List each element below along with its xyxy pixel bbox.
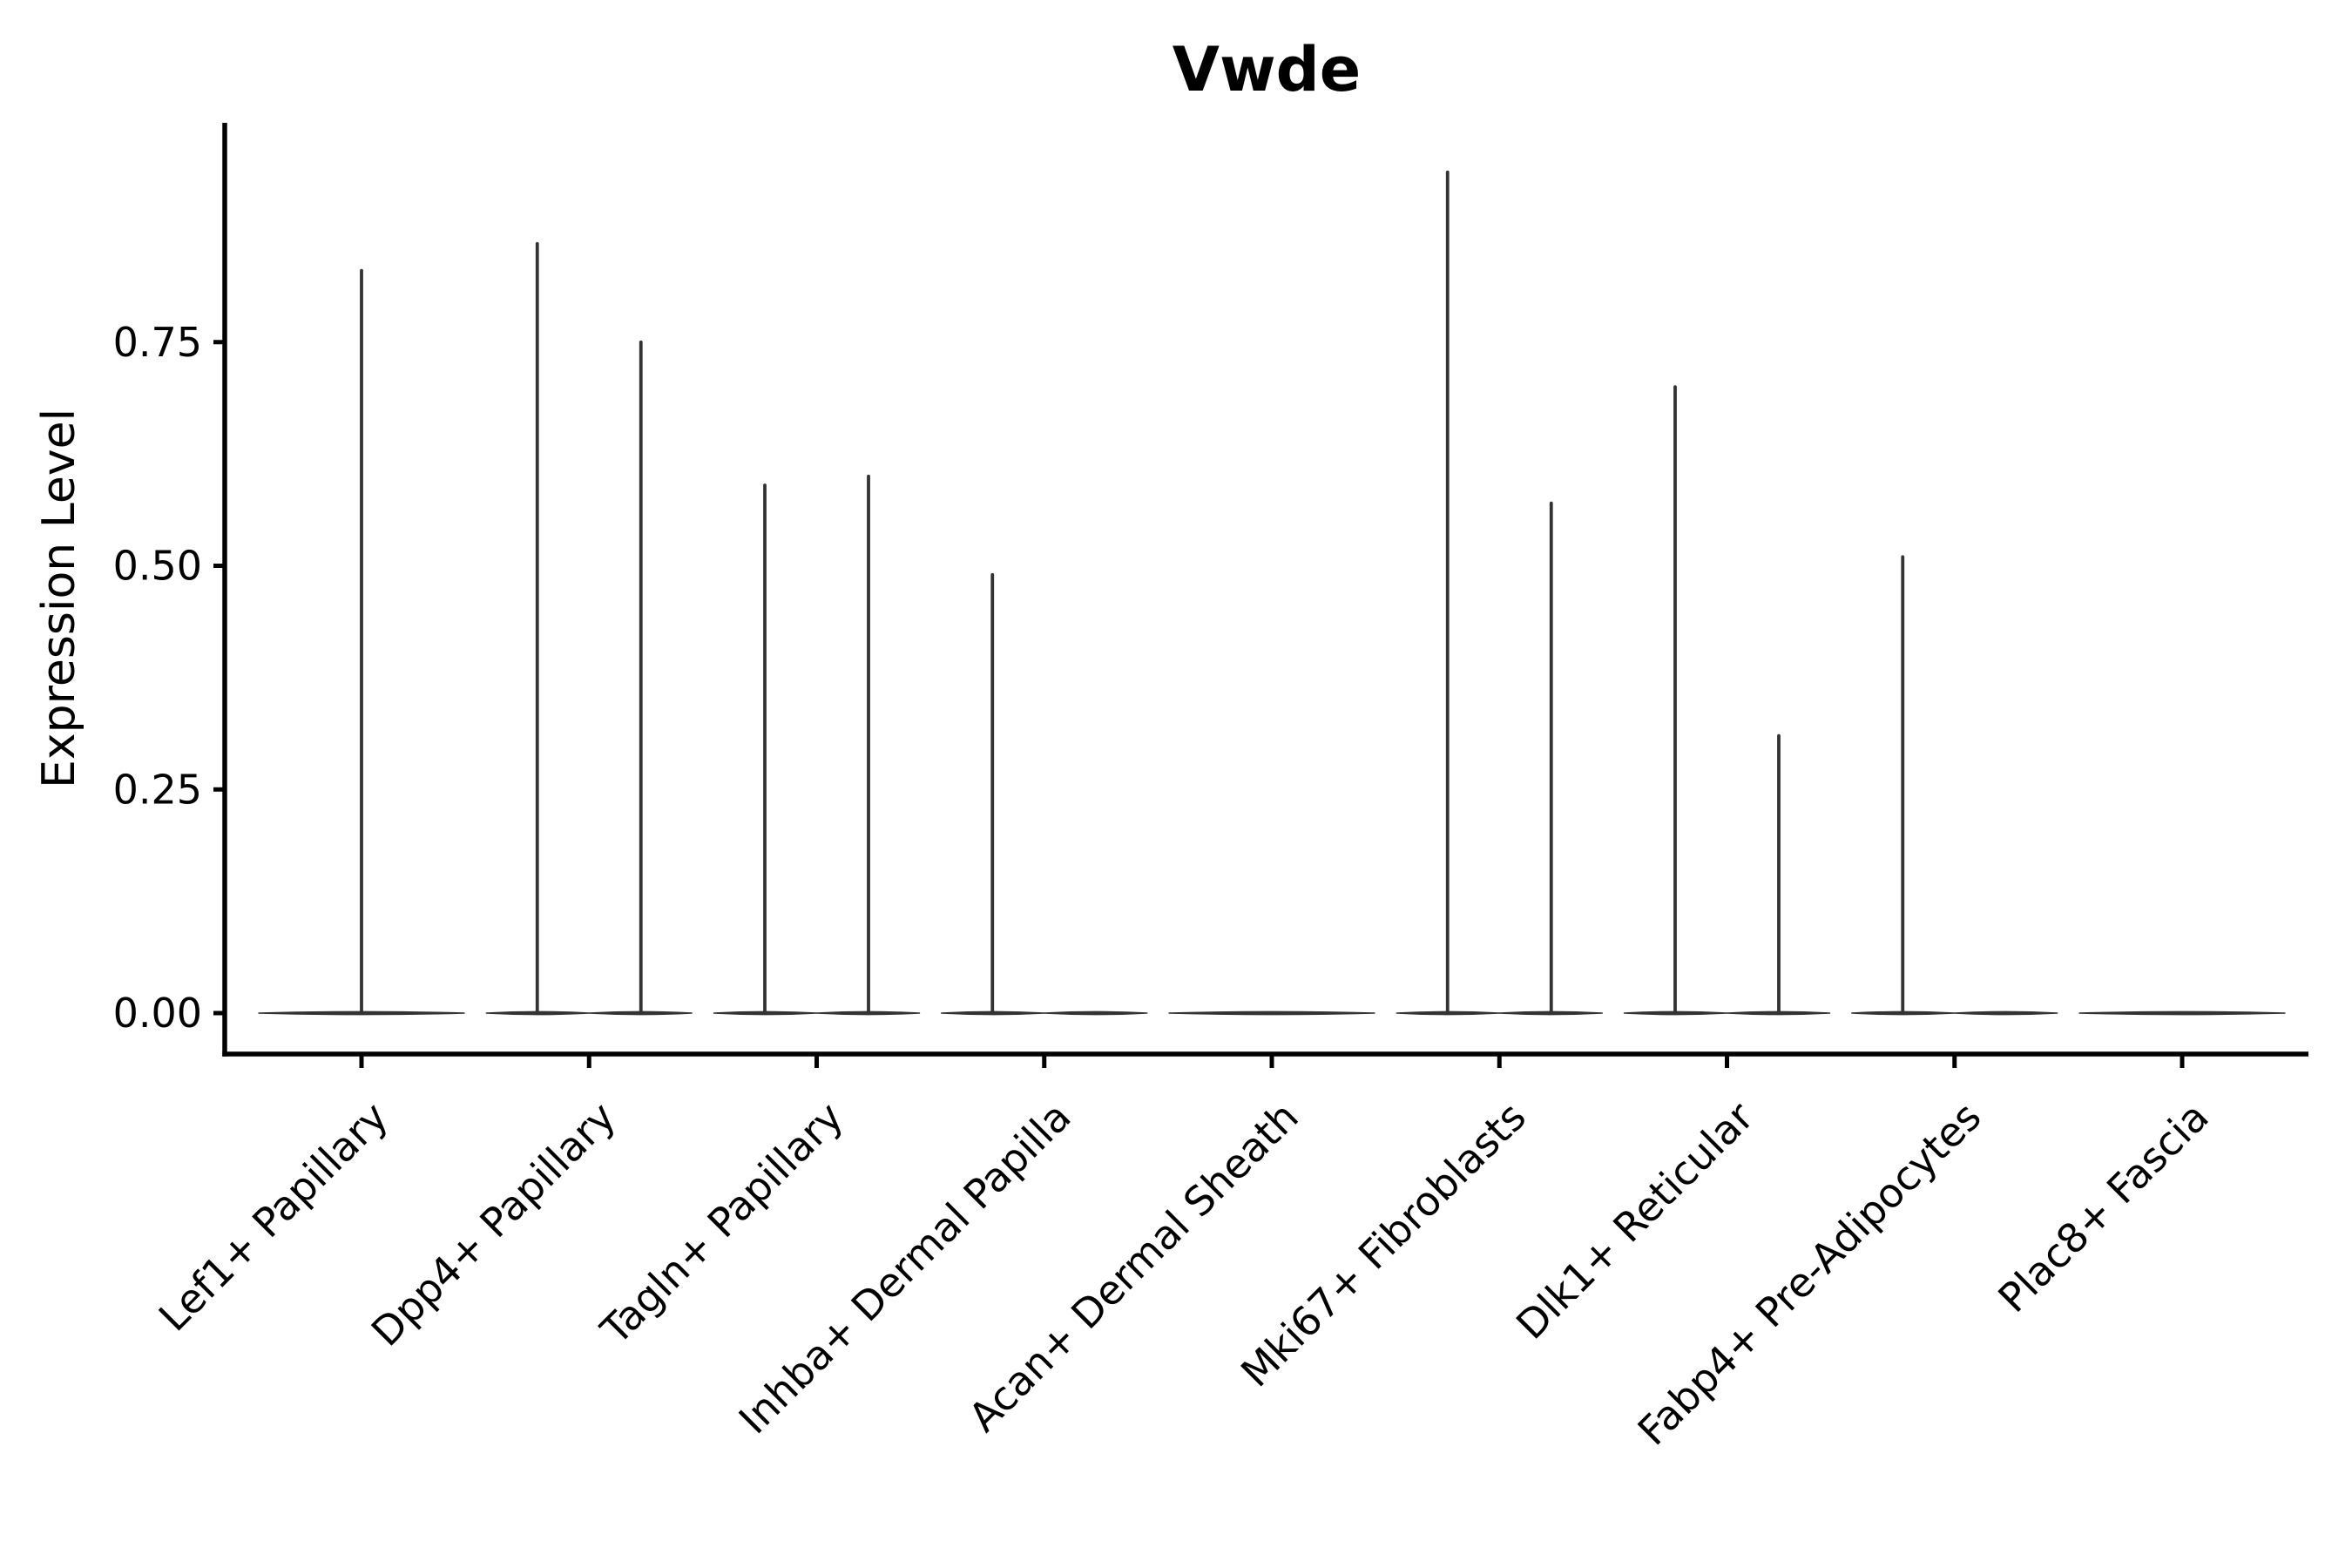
violin-baseline — [2078, 1010, 2286, 1016]
x-tick-label: Dpp4+ Papillary — [362, 1093, 625, 1355]
violin-layer — [258, 170, 2286, 1016]
y-tick-label: 0.25 — [113, 766, 202, 813]
x-tick-label: Lef1+ Papillary — [150, 1093, 397, 1341]
x-tick-label: Dlk1+ Reticular — [1507, 1093, 1762, 1348]
violin-baseline — [1954, 1010, 2058, 1016]
y-tick-label: 0.50 — [113, 543, 202, 590]
violin-baseline — [1168, 1010, 1375, 1016]
violin-baseline — [1044, 1010, 1148, 1016]
y-axis-label: Expression Level — [33, 409, 85, 788]
y-tick-label: 0.00 — [113, 990, 202, 1037]
chart-title: Vwde — [1173, 34, 1361, 105]
y-tick-label: 0.75 — [113, 319, 202, 366]
x-tick-label: Plac8+ Fascia — [1989, 1093, 2217, 1321]
x-tick-label: Tagln+ Papillary — [591, 1093, 853, 1355]
